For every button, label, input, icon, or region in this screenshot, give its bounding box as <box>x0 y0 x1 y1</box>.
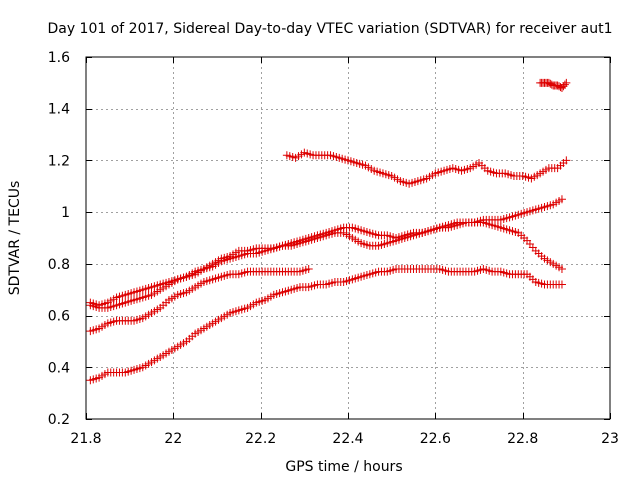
x-tick-label: 21.8 <box>70 431 101 447</box>
data-point-marker <box>560 80 569 89</box>
chart-title: Day 101 of 2017, Sidereal Day-to-day VTE… <box>47 21 612 37</box>
y-tick-label: 0.6 <box>48 309 70 325</box>
data-point-marker <box>304 265 313 274</box>
data-point-marker <box>557 195 566 204</box>
y-tick-label: 0.4 <box>48 360 70 376</box>
x-tick-label: 22 <box>164 431 182 447</box>
data-point-marker <box>557 280 566 289</box>
x-tick-label: 22.2 <box>245 431 276 447</box>
data-point-marker <box>562 156 571 165</box>
x-tick-label: 22.4 <box>332 431 363 447</box>
y-tick-label: 0.8 <box>48 257 70 273</box>
y-tick-label: 0.2 <box>48 412 70 428</box>
y-axis-label: SDTVAR / TECUs <box>7 181 23 296</box>
series-satellite-a <box>86 265 313 336</box>
data-point-marker <box>562 78 571 87</box>
y-tick-label: 1.6 <box>48 50 70 66</box>
y-tick-label: 1 <box>61 205 70 221</box>
x-tick-label: 22.8 <box>507 431 538 447</box>
series-satellite-d <box>86 218 566 310</box>
x-axis-label: GPS time / hours <box>285 459 402 475</box>
y-tick-label: 1.2 <box>48 153 70 169</box>
x-tick-label: 23 <box>601 431 619 447</box>
data-markers <box>86 78 571 385</box>
series-satellite-f <box>536 78 571 93</box>
data-point-marker <box>557 265 566 274</box>
series-satellite-e <box>282 148 571 188</box>
y-tick-label: 1.4 <box>48 102 70 118</box>
series-satellite-b <box>86 265 566 385</box>
x-tick-label: 22.6 <box>420 431 451 447</box>
axis-ticks <box>86 57 611 420</box>
tick-labels: 21.8 22 22.2 22.4 22.6 22.8 23 0.2 0.4 0.6 0.8 1 1.2… <box>48 50 619 447</box>
